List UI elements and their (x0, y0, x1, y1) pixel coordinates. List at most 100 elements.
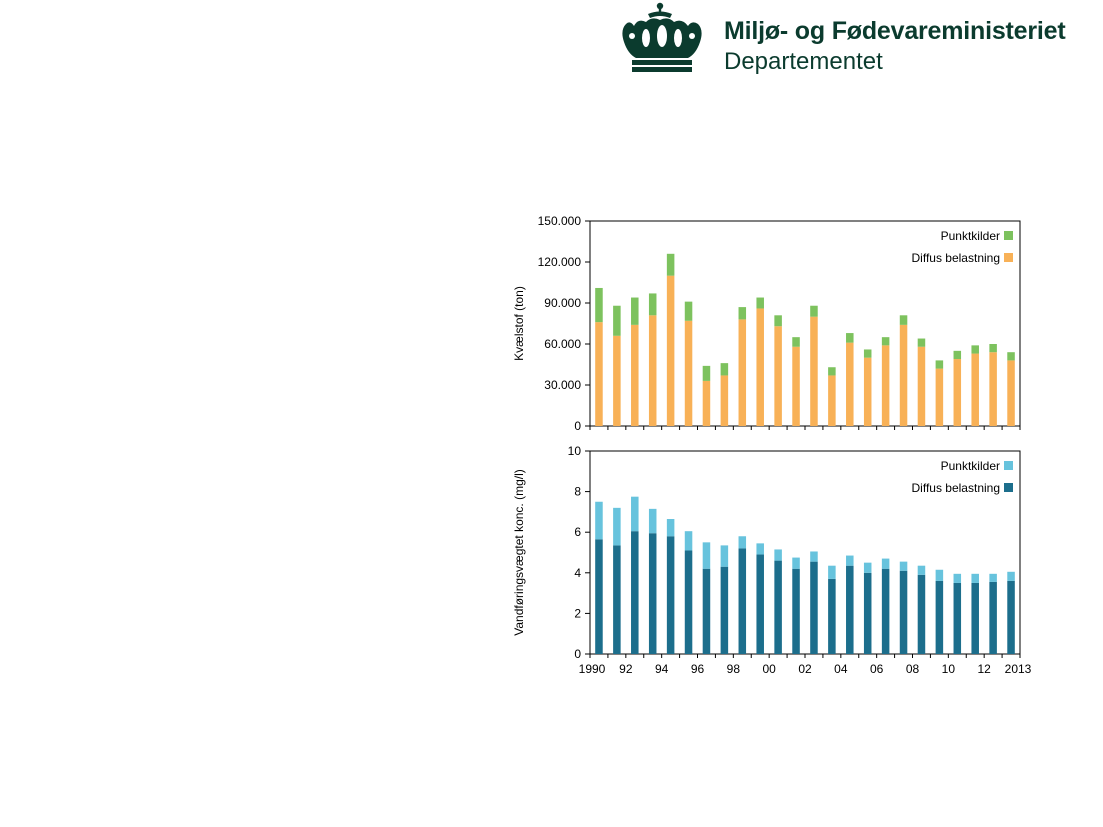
nitrogen-bar-punktkilder (846, 333, 854, 343)
concentration-bar-diffus (971, 582, 979, 654)
nitrogen-bar-diffus (756, 308, 764, 426)
nitrogen-y-tick-label: 0 (574, 419, 581, 433)
concentration-bar-diffus (935, 580, 944, 654)
x-tick-label: 96 (691, 662, 705, 676)
nitrogen-bar-diffus (666, 275, 675, 426)
nitrogen-bar-punktkilder (953, 350, 962, 360)
concentration-y-tick-label: 0 (574, 647, 581, 661)
concentration-bar-diffus (899, 570, 908, 654)
nitrogen-bar-punktkilder (917, 338, 926, 347)
nitrogen-bar-diffus (595, 322, 603, 426)
concentration-bar-punktkilder (846, 555, 854, 566)
nitrogen-bar-punktkilder (881, 337, 890, 346)
concentration-bar-punktkilder (917, 565, 926, 575)
concentration-bar-punktkilder (738, 536, 747, 549)
concentration-bar-punktkilder (756, 543, 764, 555)
concentration-legend-swatch-punktkilder (1004, 461, 1013, 470)
concentration-bar-diffus (684, 550, 693, 654)
nitrogen-legend-label-punktkilder: Punktkilder (941, 229, 1000, 243)
nitrogen-bar-diffus (1007, 360, 1015, 426)
concentration-bar-punktkilder (828, 565, 836, 579)
nitrogen-bar-diffus (917, 346, 926, 426)
nitrogen-bar-diffus (989, 352, 997, 426)
concentration-legend-swatch-diffus (1004, 483, 1013, 492)
nitrogen-bar-diffus (702, 380, 711, 426)
ministry-name: Miljø- og Fødevareministeriet (724, 17, 1066, 45)
nitrogen-bar-diffus (953, 359, 962, 426)
concentration-bar-diffus (631, 531, 639, 654)
nitrogen-bar-diffus (810, 316, 818, 426)
concentration-bar-punktkilder (702, 542, 711, 569)
concentration-bar-punktkilder (648, 508, 657, 534)
x-tick-label: 98 (727, 662, 741, 676)
nitrogen-bar-punktkilder (666, 253, 675, 276)
nitrogen-y-tick-label: 120.000 (538, 255, 582, 269)
concentration-bar-diffus (863, 572, 872, 654)
concentration-bar-diffus (613, 545, 621, 654)
nitrogen-bar-punktkilder (774, 315, 782, 327)
concentration-y-tick-label: 4 (574, 566, 581, 580)
nitrogen-bar-punktkilder (756, 297, 764, 309)
nitrogen-bar-diffus (899, 324, 908, 426)
concentration-legend-label-punktkilder: Punktkilder (941, 459, 1000, 473)
nitrogen-bar-diffus (863, 357, 872, 426)
nitrogen-bar-punktkilder (648, 293, 657, 316)
concentration-bar-diffus (881, 568, 890, 654)
nitrogen-bar-punktkilder (810, 305, 818, 317)
concentration-bar-punktkilder (989, 573, 997, 582)
nitrogen-bar-diffus (738, 319, 747, 426)
nitrogen-bar-diffus (774, 326, 782, 426)
concentration-bar-punktkilder (595, 501, 603, 540)
x-tick-label: 04 (834, 662, 848, 676)
nitrogen-bar-punktkilder (863, 349, 872, 358)
concentration-bar-diffus (1007, 580, 1015, 654)
nitrogen-bar-punktkilder (792, 337, 800, 347)
x-tick-label: 00 (762, 662, 776, 676)
concentration-y-axis-label: Vandføringsvægtet konc. (mg/l) (512, 469, 526, 636)
concentration-bar-diffus (828, 578, 836, 654)
ministry-logo: Miljø- og Fødevareministeriet Departemen… (618, 0, 1088, 80)
concentration-bar-punktkilder (935, 569, 944, 581)
crown-icon (622, 2, 702, 72)
nitrogen-charts: 0 30.000 60.000 90.000 120.000 150.000 Kvælsto… (512, 214, 1032, 676)
concentration-bar-punktkilder (684, 531, 693, 551)
nitrogen-bar-diffus (846, 342, 854, 426)
nitrogen-y-tick-label: 60.000 (544, 337, 581, 351)
concentration-bar-diffus (774, 560, 782, 654)
nitrogen-legend-label-diffus: Diffus belastning (912, 251, 1001, 265)
concentration-bar-punktkilder (1007, 571, 1015, 581)
nitrogen-bar-diffus (881, 345, 890, 426)
nitrogen-bar-punktkilder (935, 360, 944, 369)
nitrogen-legend-swatch-diffus (1004, 253, 1013, 262)
x-tick-label: 08 (906, 662, 920, 676)
nitrogen-y-tick-label: 30.000 (544, 378, 581, 392)
nitrogen-bar-punktkilder (595, 287, 603, 323)
concentration-bar-punktkilder (863, 562, 872, 573)
nitrogen-bar-diffus (684, 320, 693, 426)
concentration-bar-diffus (846, 565, 854, 654)
nitrogen-bar-punktkilder (1007, 352, 1015, 361)
concentration-bar-diffus (595, 539, 603, 654)
x-tick-label: 12 (977, 662, 991, 676)
concentration-bar-diffus (648, 533, 657, 654)
concentration-bar-diffus (953, 582, 962, 654)
nitrogen-y-axis-label: Kvælstof (ton) (512, 286, 526, 361)
concentration-bar-diffus (989, 581, 997, 654)
concentration-bar-diffus (720, 566, 729, 654)
nitrogen-bar-punktkilder (684, 301, 693, 321)
concentration-bar-diffus (810, 561, 818, 654)
concentration-legend-label-diffus: Diffus belastning (912, 481, 1001, 495)
concentration-bar-punktkilder (971, 573, 979, 583)
nitrogen-bar-punktkilder (631, 297, 639, 325)
x-tick-label: 10 (942, 662, 956, 676)
x-tick-label: 1990 (579, 662, 606, 676)
concentration-bar-punktkilder (792, 557, 800, 569)
nitrogen-bar-diffus (792, 346, 800, 426)
nitrogen-y-tick-label: 90.000 (544, 296, 581, 310)
x-tick-label: 92 (619, 662, 633, 676)
concentration-bar-diffus (738, 548, 747, 654)
nitrogen-bar-diffus (720, 375, 729, 426)
nitrogen-bar-punktkilder (613, 305, 621, 336)
nitrogen-y-tick-label: 150.000 (538, 214, 582, 228)
concentration-y-tick-label: 10 (568, 444, 582, 458)
